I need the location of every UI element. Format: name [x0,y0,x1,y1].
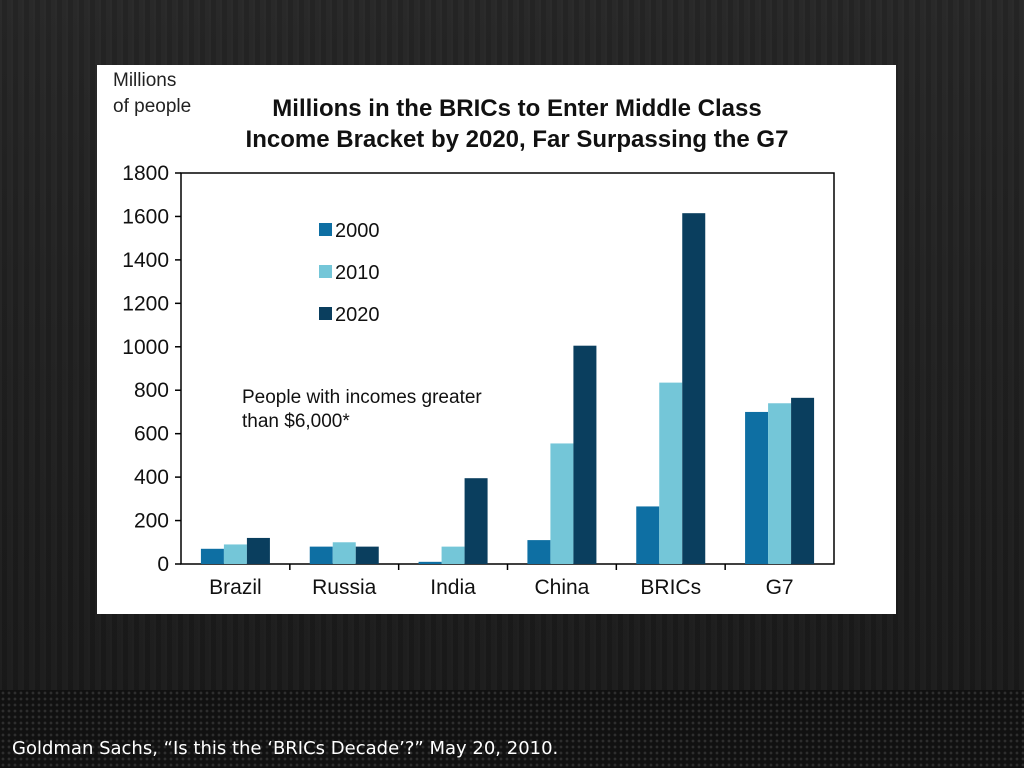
bar-2010-china [550,443,574,564]
y-tick-label: 1400 [122,249,169,272]
bar-2020-russia [355,546,379,564]
chart-legend: 2000 2010 2020 [319,220,380,326]
chart-panel: Millions of people Millions in the BRICs… [97,65,896,614]
y-axis-label-line1: Millions [113,70,176,91]
plot-frame [180,172,835,565]
bar-2010-brazil [223,544,247,564]
y-tick-label: 1200 [122,292,169,315]
y-tick-label: 1800 [122,162,169,185]
chart-annotation-line1: People with incomes greater [242,387,482,408]
bar-2020-india [464,478,488,564]
legend-swatch-2000 [319,223,332,236]
bar-2010-g7 [768,403,792,564]
bar-2010-india [441,546,465,564]
bar-2000-china [527,540,551,564]
chart-title-line1: Millions in the BRICs to Enter Middle Cl… [272,95,761,122]
x-tick-label: China [534,576,589,599]
legend-label-2020: 2020 [335,304,380,326]
chart-annotation-line2: than $6,000* [242,411,350,432]
bar-2010-russia [332,542,356,564]
y-tick-label: 1600 [122,205,169,228]
legend-swatch-2010 [319,265,332,278]
y-tick-label: 400 [134,466,169,489]
y-tick-label: 800 [134,379,169,402]
x-tick-label: India [430,576,476,599]
y-tick-label: 600 [134,423,169,446]
bar-2020-brazil [246,537,270,564]
legend-label-2000: 2000 [335,220,380,242]
bar-2020-china [573,345,597,564]
x-tick-label: Brazil [209,576,262,599]
bar-2000-russia [309,546,333,564]
bar-2000-india [418,561,442,564]
chart-title-line2: Income Bracket by 2020, Far Surpassing t… [246,126,789,153]
bar-2000-brics [636,506,660,564]
bar-2000-brazil [200,548,224,564]
x-tick-label: G7 [766,576,794,599]
plot-area: 0 200 400 600 800 1000 1200 1400 1600 1800 Brazil R… [122,162,835,599]
y-tick-label: 1000 [122,336,169,359]
bar-2010-brics [659,382,683,564]
y-axis-label-line2: of people [113,96,191,117]
legend-label-2010: 2010 [335,262,380,284]
x-tick-label: Russia [312,576,377,599]
x-tick-label: BRICs [640,576,701,599]
y-tick-label: 200 [134,510,169,533]
legend-swatch-2020 [319,307,332,320]
bar-2020-brics [682,213,706,565]
slide-footer-band [0,690,1024,768]
source-citation: Goldman Sachs, “Is this the ‘BRICs Decad… [12,738,559,759]
bar-2020-g7 [791,397,815,564]
y-tick-label: 0 [157,553,169,576]
bar-2000-g7 [745,411,769,564]
bar-chart: Millions of people Millions in the BRICs… [113,70,835,599]
